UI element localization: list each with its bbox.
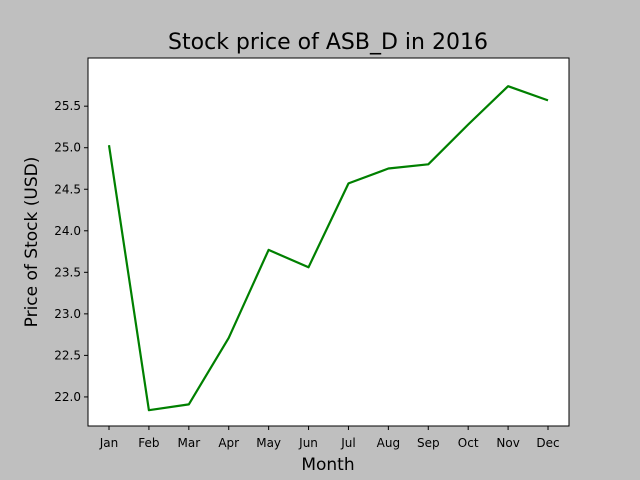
x-axis-title: Month xyxy=(301,455,354,475)
y-tick-label: 23.5 xyxy=(54,265,81,279)
x-tick-label: Apr xyxy=(218,436,239,450)
y-tick-label: 25.5 xyxy=(54,99,81,113)
y-axis-title: Price of Stock (USD) xyxy=(22,157,42,328)
y-tick-label: 24.0 xyxy=(54,224,81,238)
y-tick-label: 23.0 xyxy=(54,307,81,321)
x-tick-label: Nov xyxy=(496,436,519,450)
x-tick-label: Jul xyxy=(340,436,355,450)
x-tick-label: Aug xyxy=(377,436,400,450)
y-axis: 22.0 22.5 23.0 23.5 24.0 24.5 25.0 25.5 xyxy=(54,99,88,404)
y-tick-label: 22.0 xyxy=(54,390,81,404)
series-layer xyxy=(107,85,549,412)
x-tick-label: Mar xyxy=(177,436,200,450)
y-tick-label: 24.5 xyxy=(54,182,81,196)
x-tick-label: Sep xyxy=(417,436,440,450)
x-tick-label: Oct xyxy=(458,436,479,450)
x-tick-label: Feb xyxy=(138,436,159,450)
series-line xyxy=(107,85,549,412)
plot-area xyxy=(87,57,570,427)
x-tick-label: Jan xyxy=(99,436,119,450)
x-tick-label: Jun xyxy=(298,436,318,450)
chart-title: Stock price of ASB_D in 2016 xyxy=(168,30,488,55)
x-tick-label: May xyxy=(256,436,281,450)
y-tick-label: 25.0 xyxy=(54,141,81,155)
x-tick-label: Dec xyxy=(536,436,559,450)
y-tick-label: 22.5 xyxy=(54,348,81,362)
x-axis: Jan Feb Mar Apr May Jun Jul Aug Sep Oct Nov Dec xyxy=(99,426,560,450)
